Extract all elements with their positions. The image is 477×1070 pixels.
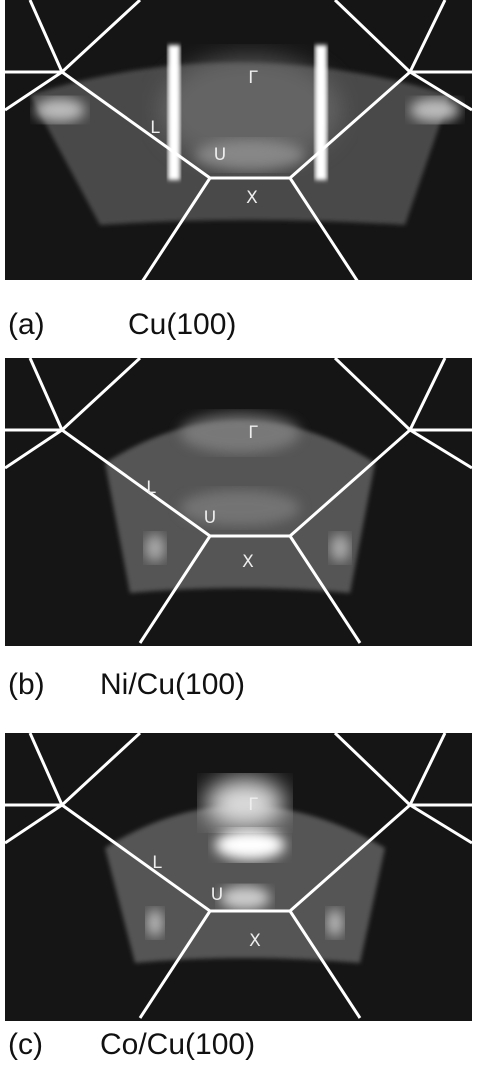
sample-name: Ni/Cu(100) [100,668,245,702]
point-label: U [211,885,223,905]
point-label: X [246,188,258,208]
point-label: X [242,552,254,572]
sample-name: Co/Cu(100) [100,1028,255,1062]
point-label: Γ [248,423,258,443]
point-label: X [249,931,261,951]
panel-tag: (a) [8,308,45,342]
panel-b: Γ L U X [5,358,472,646]
point-label: U [204,508,216,528]
panel-tag: (b) [8,668,45,702]
point-label: Γ [248,795,258,815]
point-label: L [152,853,162,873]
figure: {"panels": [ {"tag": "(a)", "sample": "C… [0,0,477,1070]
point-label: L [146,478,156,498]
sample-name: Cu(100) [128,308,236,342]
panel-c: Γ L U X [5,733,472,1021]
point-label: Γ [248,68,258,88]
point-label: U [214,145,226,165]
panel-a: Γ L U X [5,0,472,280]
point-label: L [150,118,160,138]
panel-tag: (c) [8,1028,43,1062]
